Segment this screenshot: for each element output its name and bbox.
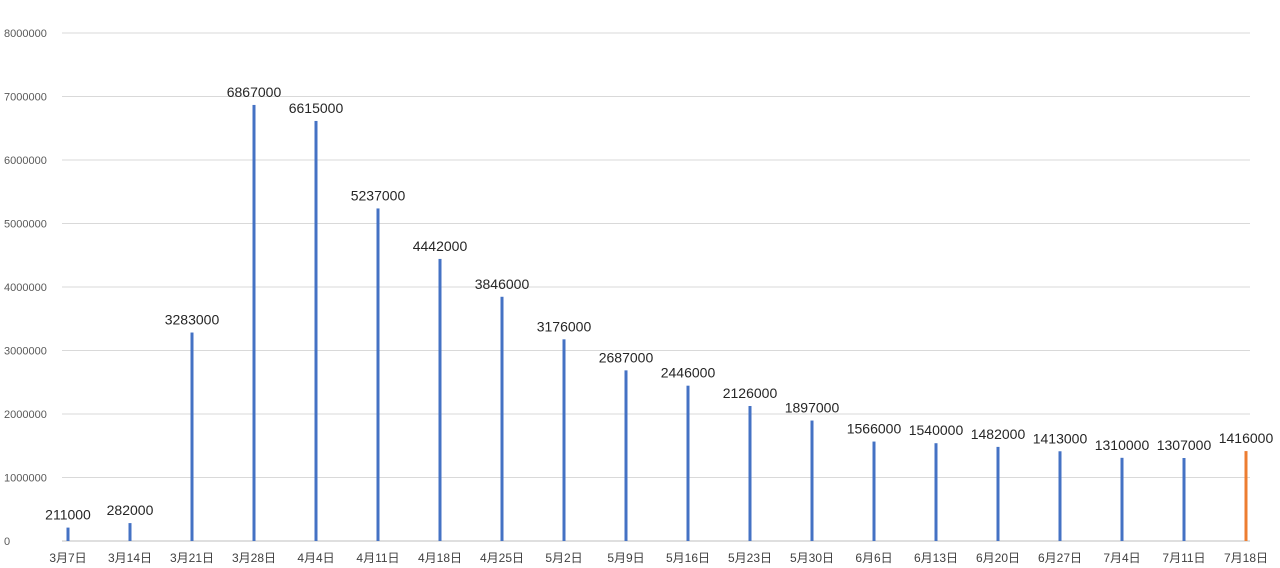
y-tick-label: 5000000 xyxy=(4,219,47,231)
x-tick-label: 7月4日 xyxy=(1103,551,1140,565)
bar xyxy=(934,443,938,541)
bar xyxy=(190,332,194,541)
bar xyxy=(438,258,442,541)
x-tick-label: 4月11日 xyxy=(356,551,399,565)
bar xyxy=(562,339,566,541)
data-label: 6867000 xyxy=(227,84,282,100)
data-labels: 211000 282000 3283000 6867000 6615000 5237000… xyxy=(45,84,1273,523)
bar xyxy=(66,527,70,541)
x-tick-label: 4月25日 xyxy=(480,551,524,565)
y-tick-label: 1000000 xyxy=(4,473,47,485)
data-label: 2687000 xyxy=(599,349,654,365)
x-tick-label: 5月30日 xyxy=(790,551,834,565)
bar xyxy=(500,296,504,541)
x-tick-label: 5月23日 xyxy=(728,551,772,565)
x-tick-label: 4月18日 xyxy=(418,551,462,565)
x-tick-label: 3月28日 xyxy=(232,551,276,565)
bar xyxy=(128,523,132,541)
x-tick-label: 6月6日 xyxy=(855,551,892,565)
bar xyxy=(1058,451,1062,541)
y-tick-label: 8000000 xyxy=(4,28,47,40)
y-tick-label: 7000000 xyxy=(4,92,47,104)
y-tick-label: 6000000 xyxy=(4,155,47,167)
x-tick-label: 5月2日 xyxy=(545,551,582,565)
x-tick-label: 6月13日 xyxy=(914,551,958,565)
data-label: 5237000 xyxy=(351,187,406,203)
x-tick-label: 5月9日 xyxy=(607,551,644,565)
data-label: 2126000 xyxy=(723,385,778,401)
y-tick-label: 4000000 xyxy=(4,282,47,294)
bar xyxy=(624,370,628,541)
bar xyxy=(314,120,318,541)
data-label: 4442000 xyxy=(413,238,468,254)
data-label: 2446000 xyxy=(661,365,716,381)
x-tick-label: 6月27日 xyxy=(1038,551,1082,565)
bar xyxy=(1120,457,1124,541)
axes: 0 1000000 2000000 3000000 4000000 5000000 6000… xyxy=(4,28,1268,565)
x-tick-label: 3月14日 xyxy=(108,551,152,565)
x-tick-label: 7月11日 xyxy=(1162,551,1205,565)
bar xyxy=(748,405,752,541)
data-label: 1307000 xyxy=(1157,437,1212,453)
bar xyxy=(252,104,256,542)
data-label: 6615000 xyxy=(289,100,344,116)
y-tick-label: 3000000 xyxy=(4,346,47,358)
data-label: 1310000 xyxy=(1095,437,1150,453)
grid-lines xyxy=(62,32,1250,478)
x-tick-label: 7月18日 xyxy=(1224,551,1268,565)
data-label: 1897000 xyxy=(785,400,840,416)
data-label: 1413000 xyxy=(1033,430,1088,446)
data-label: 211000 xyxy=(45,507,91,523)
y-tick-label: 2000000 xyxy=(4,409,47,421)
data-label: 3283000 xyxy=(165,312,220,328)
bar xyxy=(1182,458,1186,541)
x-tick-label: 3月7日 xyxy=(49,551,86,565)
bar xyxy=(376,208,380,541)
data-label: 1540000 xyxy=(909,422,964,438)
data-label: 282000 xyxy=(107,502,154,518)
bar xyxy=(1244,451,1248,541)
data-label: 3846000 xyxy=(475,276,530,292)
data-label: 3176000 xyxy=(537,318,592,334)
bar xyxy=(996,446,1000,541)
bar xyxy=(810,420,814,541)
x-tick-label: 3月21日 xyxy=(170,551,214,565)
bar xyxy=(872,441,876,541)
bar xyxy=(686,385,690,541)
data-label: 1416000 xyxy=(1219,430,1274,446)
x-tick-label: 6月20日 xyxy=(976,551,1020,565)
x-tick-label: 5月16日 xyxy=(666,551,710,565)
x-tick-label: 4月4日 xyxy=(297,551,334,565)
y-tick-label: 0 xyxy=(4,536,10,548)
data-label: 1482000 xyxy=(971,426,1026,442)
bars xyxy=(66,104,1248,542)
data-label: 1566000 xyxy=(847,421,902,437)
